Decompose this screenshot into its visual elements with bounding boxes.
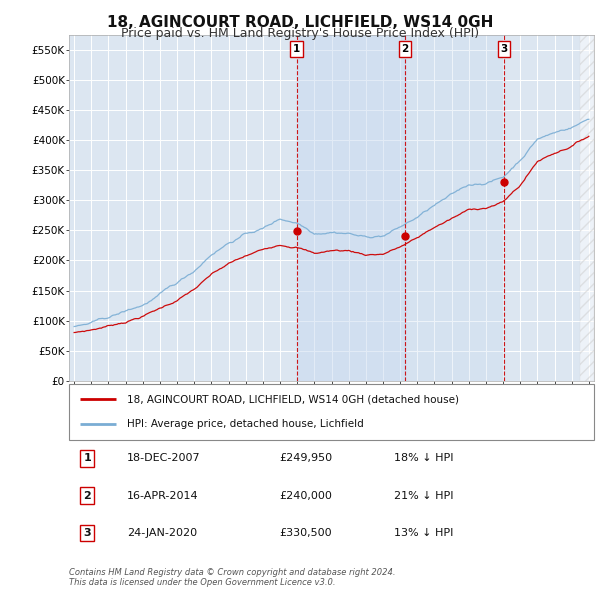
- Text: 1: 1: [293, 44, 300, 54]
- Text: £330,500: £330,500: [279, 528, 332, 537]
- Text: HPI: Average price, detached house, Lichfield: HPI: Average price, detached house, Lich…: [127, 419, 364, 429]
- Text: 2: 2: [83, 491, 91, 500]
- Text: 13% ↓ HPI: 13% ↓ HPI: [395, 528, 454, 537]
- Text: 16-APR-2014: 16-APR-2014: [127, 491, 199, 500]
- Text: 3: 3: [500, 44, 508, 54]
- Text: 21% ↓ HPI: 21% ↓ HPI: [395, 491, 454, 500]
- Text: Contains HM Land Registry data © Crown copyright and database right 2024.
This d: Contains HM Land Registry data © Crown c…: [69, 568, 395, 587]
- Text: 18% ↓ HPI: 18% ↓ HPI: [395, 454, 454, 463]
- Text: 18, AGINCOURT ROAD, LICHFIELD, WS14 0GH: 18, AGINCOURT ROAD, LICHFIELD, WS14 0GH: [107, 15, 493, 30]
- Text: Price paid vs. HM Land Registry's House Price Index (HPI): Price paid vs. HM Land Registry's House …: [121, 27, 479, 40]
- FancyBboxPatch shape: [69, 384, 594, 440]
- Text: 3: 3: [83, 528, 91, 537]
- Bar: [296, 35, 405, 381]
- Bar: [405, 35, 504, 381]
- Text: 18-DEC-2007: 18-DEC-2007: [127, 454, 200, 463]
- Text: £249,950: £249,950: [279, 454, 332, 463]
- Text: 24-JAN-2020: 24-JAN-2020: [127, 528, 197, 537]
- Text: £240,000: £240,000: [279, 491, 332, 500]
- Text: 18, AGINCOURT ROAD, LICHFIELD, WS14 0GH (detached house): 18, AGINCOURT ROAD, LICHFIELD, WS14 0GH …: [127, 394, 459, 404]
- Text: 2: 2: [401, 44, 409, 54]
- Text: 1: 1: [83, 454, 91, 463]
